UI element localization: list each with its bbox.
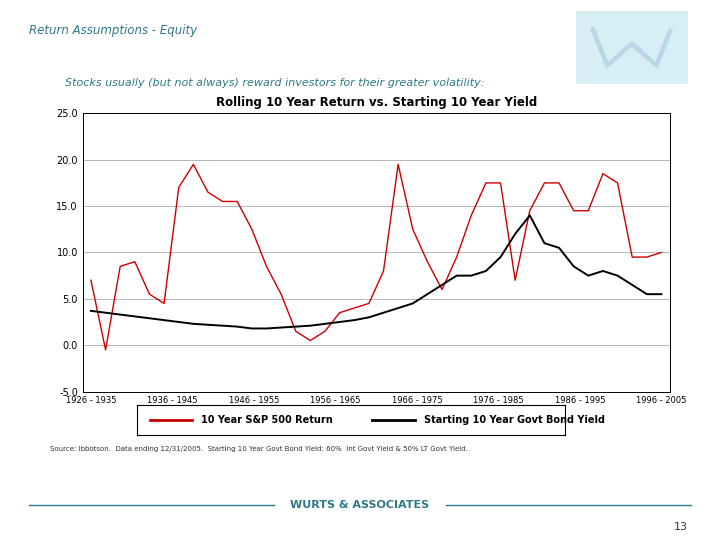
Text: 13: 13 — [674, 522, 688, 532]
Text: 10 Year S&P 500 Return: 10 Year S&P 500 Return — [201, 415, 333, 425]
Text: Source: Ibbotson.  Data ending 12/31/2005.  Starting 10 Year Govt Bond Yield: 60: Source: Ibbotson. Data ending 12/31/2005… — [50, 446, 468, 451]
Text: WURTS & ASSOCIATES: WURTS & ASSOCIATES — [290, 500, 430, 510]
Text: Stocks usually (but not always) reward investors for their greater volatility:: Stocks usually (but not always) reward i… — [65, 78, 485, 89]
Text: Starting 10 Year Govt Bond Yield: Starting 10 Year Govt Bond Yield — [424, 415, 605, 425]
Text: Return Assumptions - Equity: Return Assumptions - Equity — [29, 24, 197, 37]
Title: Rolling 10 Year Return vs. Starting 10 Year Yield: Rolling 10 Year Return vs. Starting 10 Y… — [215, 97, 537, 110]
